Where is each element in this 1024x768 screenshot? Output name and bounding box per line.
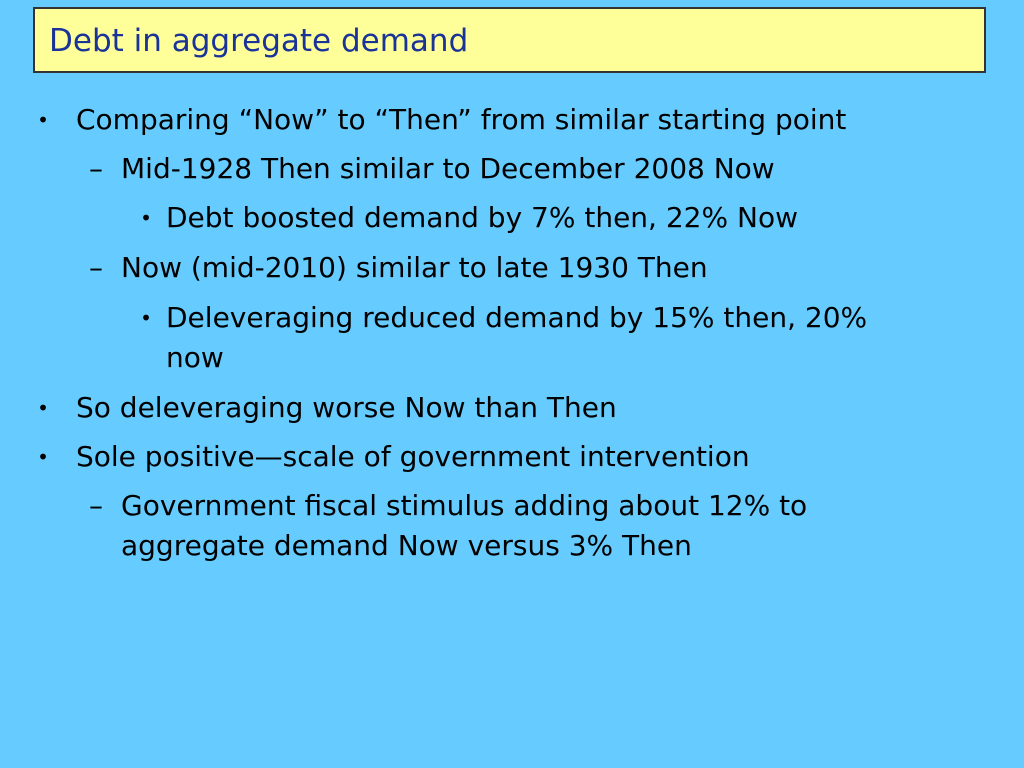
- bullet-text-line-2: aggregate demand Now versus 3% Then: [121, 529, 692, 562]
- bullet-marker: –: [89, 251, 103, 284]
- bullet-text: Comparing “Now” to “Then” from similar s…: [76, 103, 847, 136]
- bullet-marker: •: [37, 445, 49, 469]
- bullet-marker: •: [37, 108, 49, 132]
- bullet-text: So deleveraging worse Now than Then: [76, 391, 617, 424]
- bullet-text: Now (mid-2010) similar to late 1930 Then: [121, 251, 708, 284]
- bullet-text: Debt boosted demand by 7% then, 22% Now: [166, 201, 798, 234]
- bullet-text-line-1: Government fiscal stimulus adding about …: [121, 489, 808, 522]
- bullet-marker: •: [140, 206, 152, 230]
- bullet-text-line-2: now: [166, 341, 224, 374]
- bullet-marker: –: [89, 152, 103, 185]
- bullet-marker: –: [89, 489, 103, 522]
- title-box: Debt in aggregate demand: [33, 7, 986, 73]
- bullet-text: Mid-1928 Then similar to December 2008 N…: [121, 152, 775, 185]
- bullet-marker: •: [140, 306, 152, 330]
- bullet-marker: •: [37, 396, 49, 420]
- bullet-text-line-1: Deleveraging reduced demand by 15% then,…: [166, 301, 868, 334]
- slide-title: Debt in aggregate demand: [49, 23, 469, 59]
- bullet-text: Sole positive—scale of government interv…: [76, 440, 750, 473]
